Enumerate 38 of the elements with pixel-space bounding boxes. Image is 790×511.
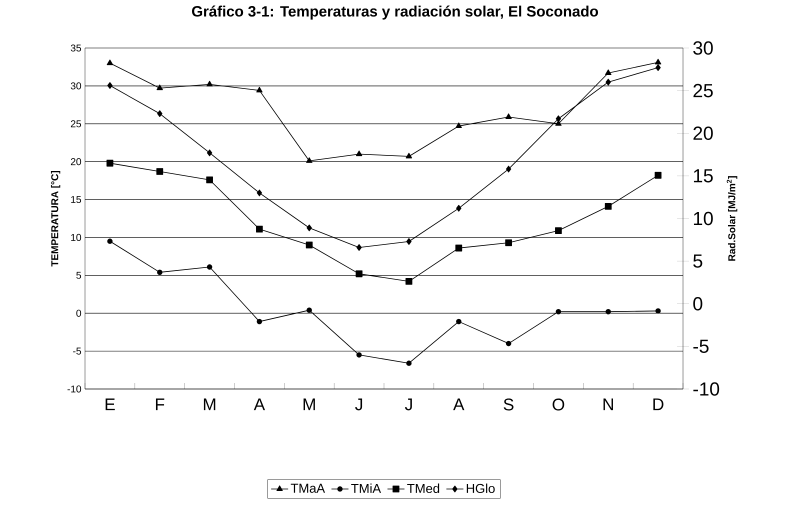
- y2-tick-label: 0: [693, 297, 702, 310]
- x-tick-label: O: [552, 398, 564, 411]
- y2-tick-label: -10: [693, 382, 720, 396]
- legend-label: TMed: [407, 484, 440, 494]
- x-tick-label: A: [254, 398, 266, 410]
- x-tick-label: D: [653, 398, 664, 410]
- x-tick-label: M: [204, 398, 216, 410]
- x-tick-label: S: [504, 398, 514, 411]
- y2-axis-title: Rad.Solar [MJ/m$^{2}$]: [726, 176, 738, 261]
- y2-tick-label: 5: [693, 254, 702, 268]
- y-tick-label: 5: [76, 272, 82, 279]
- y2-tick-label: 10: [694, 212, 713, 226]
- x-tick-label: N: [604, 398, 613, 410]
- y-tick-label: 20: [70, 158, 82, 166]
- y2-tick-label: -5: [693, 340, 709, 353]
- y-axis-title: TEMPERATURA [°C]: [50, 170, 60, 267]
- y2-tick-label: 30: [693, 41, 713, 55]
- y2-tick-label: 25: [693, 84, 713, 98]
- y-tick-label: -10: [68, 385, 82, 393]
- y-tick-label: 25: [70, 120, 82, 128]
- y-tick-label: -5: [73, 348, 82, 355]
- legend-label: HGlo: [466, 484, 495, 494]
- x-tick-label: J: [355, 398, 362, 410]
- y2-tick-label: 15: [694, 169, 713, 182]
- x-tick-label: M: [304, 398, 315, 410]
- y2-tick-label: 20: [693, 126, 713, 140]
- x-tick-label: A: [453, 398, 464, 410]
- chart-title: Gráfico 3-1: Temperaturas y radiación solar, El Soconado: [192, 6, 598, 20]
- legend-label: TMiA: [351, 484, 382, 493]
- y-tick-label: 0: [76, 310, 82, 317]
- y-tick-label: 35: [70, 44, 82, 52]
- y-tick-label: 30: [70, 82, 82, 90]
- x-tick-label: J: [404, 398, 412, 410]
- x-tick-label: F: [156, 398, 164, 410]
- y-tick-label: 15: [71, 196, 82, 204]
- y-tick-label: 10: [71, 234, 82, 241]
- legend-label: TMaA: [290, 484, 326, 493]
- x-tick-label: E: [106, 398, 115, 410]
